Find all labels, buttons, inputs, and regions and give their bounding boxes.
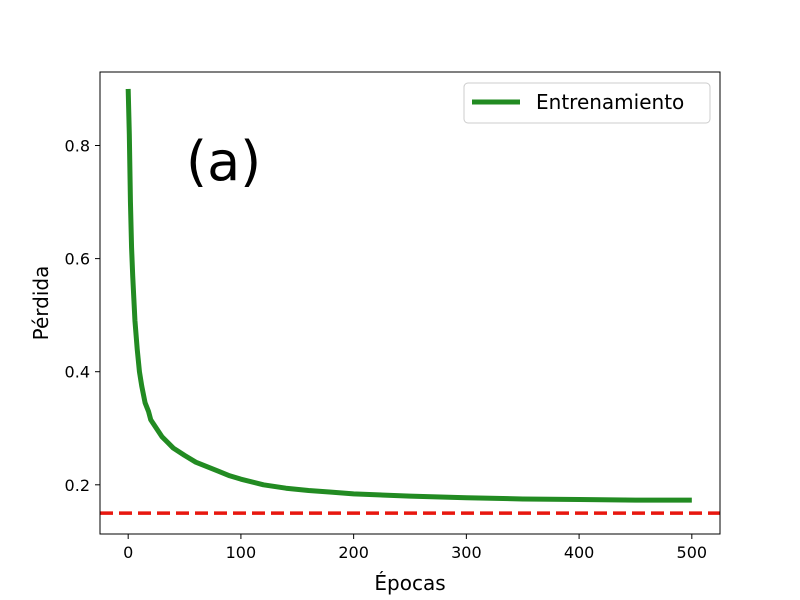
legend: Entrenamiento [463, 82, 711, 124]
legend-box [463, 82, 711, 124]
x-tick-label: 200 [338, 543, 369, 562]
plot-area [100, 72, 720, 534]
x-tick-label: 300 [451, 543, 482, 562]
data-layer [100, 88, 720, 515]
y-tick-label: 0.8 [65, 137, 90, 156]
legend-label-entrenamiento: Entrenamiento [536, 90, 684, 114]
x-tick-label: 500 [677, 543, 708, 562]
y-tick-label: 0.4 [65, 363, 90, 382]
y-tick-label: 0.2 [65, 476, 90, 495]
x-axis-title: Épocas [374, 571, 445, 595]
plot-frame [99, 71, 721, 535]
y-axis-title: Pérdida [29, 266, 53, 341]
y-tick-label: 0.6 [65, 250, 90, 269]
ticks-layer: 0 100 200 300 400 500 0.2 0.4 0.6 0.8 [65, 137, 708, 562]
annotation-label: (a) [186, 130, 261, 193]
x-tick-label: 100 [226, 543, 257, 562]
x-tick-label: 400 [564, 543, 595, 562]
series-line-entrenamiento [125, 88, 692, 503]
x-tick-label: 0 [123, 543, 133, 562]
